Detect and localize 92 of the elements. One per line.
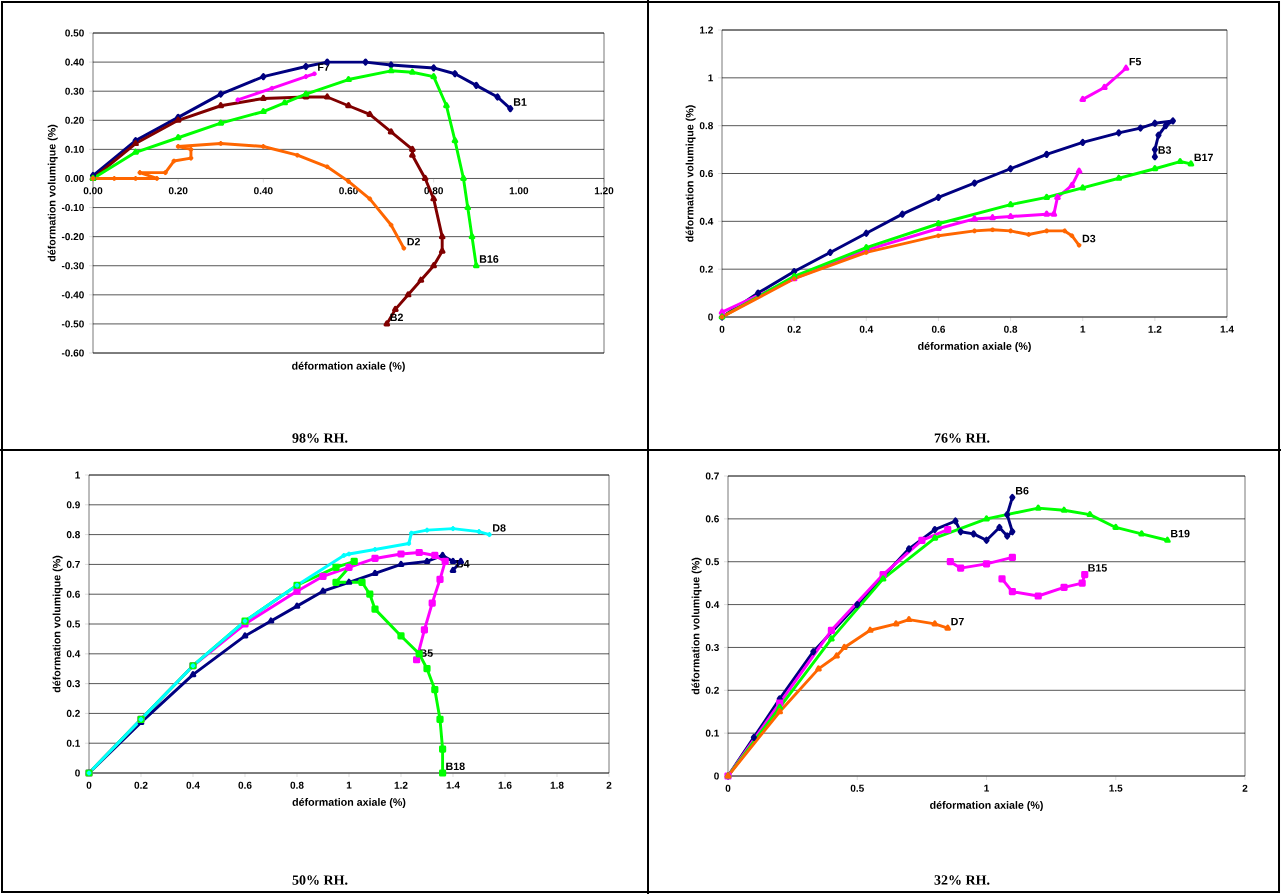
y-tick-label: 0.9	[66, 501, 80, 509]
y-tick-label: 0.1	[705, 729, 720, 737]
series-label: B6	[1016, 486, 1029, 495]
y-tick-label: -0.40	[61, 291, 84, 299]
x-tick-label: 0.6	[931, 325, 946, 333]
y-tick-label: 0.6	[699, 169, 713, 178]
series-label: B17	[1194, 153, 1213, 162]
x-tick-label: 1.2	[394, 781, 408, 789]
y-tick-label: 0.2	[699, 265, 713, 273]
x-axis-title: déformation axiale (%)	[292, 361, 405, 372]
y-tick-label: 0	[714, 772, 719, 780]
y-tick-label: -0.10	[61, 204, 84, 212]
series-label: B19	[1171, 529, 1190, 538]
x-axis-title: déformation axiale (%)	[292, 797, 406, 808]
x-tick-label: 2	[606, 781, 612, 789]
x-tick-label: 0.8	[1004, 325, 1018, 333]
series-label: F5	[1129, 57, 1142, 66]
y-tick-label: 0.20	[65, 116, 84, 124]
y-axis-title: déformation volumique (%)	[47, 124, 58, 262]
x-tick-label: 0.4	[186, 781, 200, 789]
y-axis-title: déformation volumique (%)	[691, 557, 702, 695]
text: 76% RH.	[934, 433, 990, 443]
x-tick-label: 1.4	[446, 781, 460, 789]
x-tick-label: 1.8	[550, 781, 564, 789]
y-tick-label: 0.7	[66, 560, 80, 568]
x-tick-label: 1.00	[509, 187, 529, 195]
y-axis-title: déformation volumique (%)	[52, 555, 63, 693]
y-tick-label: 0.5	[705, 558, 720, 566]
x-tick-label: 1.6	[498, 781, 512, 789]
x-axis-title: déformation axiale (%)	[930, 800, 1043, 811]
series-label: D7	[951, 617, 964, 626]
text: 32% RH.	[934, 875, 990, 885]
y-tick-label: 0.3	[705, 643, 719, 651]
y-tick-label: 1	[75, 471, 81, 479]
x-axis-title: déformation axiale (%)	[918, 341, 1031, 352]
x-tick-label: 0	[725, 784, 731, 792]
y-tick-label: 0.50	[65, 29, 84, 37]
y-tick-label: 1.2	[700, 26, 713, 34]
series-label: B16	[479, 255, 499, 263]
y-tick-label: 0.2	[66, 709, 80, 717]
y-tick-label: -0.60	[61, 349, 84, 357]
x-tick-label: 1	[984, 784, 990, 792]
y-tick-label: -0.30	[61, 262, 84, 270]
y-tick-label: 1	[708, 74, 714, 82]
y-tick-label: 0.6	[705, 515, 719, 523]
y-tick-label: 0.7	[705, 472, 719, 480]
y-tick-label: 0.10	[65, 145, 84, 153]
x-tick-label: 0.00	[83, 187, 103, 195]
y-tick-label: 0.30	[65, 87, 84, 95]
x-tick-label: 0.4	[859, 325, 874, 333]
x-tick-label: 0.2	[134, 781, 148, 789]
y-tick-label: 0.8	[66, 531, 80, 539]
series-label: B1	[513, 98, 527, 106]
x-tick-label: 0.6	[238, 781, 252, 789]
x-tick-label: 0.5	[850, 784, 864, 792]
x-tick-label: 2	[1242, 784, 1248, 792]
series-label: B3	[1158, 146, 1172, 154]
series-label: D3	[1082, 234, 1096, 243]
series-label: B15	[1088, 564, 1107, 572]
y-tick-label: 0.3	[66, 680, 80, 688]
y-tick-label: 0.00	[65, 174, 84, 183]
series-label: D2	[407, 237, 420, 246]
y-tick-label: 0.1	[66, 739, 81, 747]
y-tick-label: 0	[75, 769, 80, 777]
y-tick-label: 0.4	[66, 650, 81, 658]
y-tick-label: 0.40	[65, 58, 84, 66]
y-tick-label: 0.5	[66, 620, 81, 628]
text: 98% RH.	[292, 433, 348, 443]
y-tick-label: 0.2	[705, 686, 719, 694]
text: 50% RH.	[292, 875, 348, 885]
y-tick-label: 0.4	[699, 217, 714, 225]
y-tick-label: 0	[708, 313, 713, 321]
x-tick-label: 1	[346, 781, 352, 789]
x-tick-label: 1.4	[1220, 325, 1234, 333]
x-tick-label: 1	[1080, 325, 1086, 333]
series-label: B18	[446, 762, 465, 771]
x-tick-label: 0	[86, 781, 92, 789]
y-tick-label: -0.50	[61, 320, 84, 328]
x-tick-label: 0.2	[787, 325, 801, 333]
series-label: D8	[493, 524, 506, 532]
x-tick-label: 0.20	[168, 187, 188, 195]
x-tick-label: 0	[719, 325, 725, 333]
y-tick-label: -0.20	[61, 233, 84, 241]
x-tick-label: 0.8	[290, 781, 304, 789]
y-tick-label: 0.8	[699, 122, 713, 130]
x-tick-label: 1.2	[1148, 325, 1162, 333]
y-axis-title: déformation volumique (%)	[685, 105, 696, 242]
x-tick-label: 1.20	[594, 187, 614, 195]
y-tick-label: 0.6	[66, 590, 80, 598]
x-tick-label: 1.5	[1109, 784, 1123, 792]
y-tick-label: 0.4	[705, 601, 720, 609]
x-tick-label: 0.40	[254, 187, 273, 195]
